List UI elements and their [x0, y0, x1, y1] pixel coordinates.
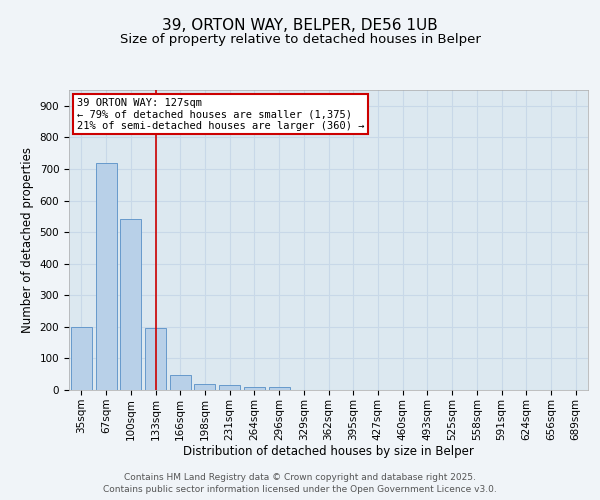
- Text: 39, ORTON WAY, BELPER, DE56 1UB: 39, ORTON WAY, BELPER, DE56 1UB: [162, 18, 438, 32]
- Bar: [244, 387, 265, 390]
- Bar: [170, 375, 191, 390]
- Bar: [194, 384, 215, 390]
- Bar: [145, 328, 166, 390]
- X-axis label: Distribution of detached houses by size in Belper: Distribution of detached houses by size …: [183, 446, 474, 458]
- Text: 39 ORTON WAY: 127sqm
← 79% of detached houses are smaller (1,375)
21% of semi-de: 39 ORTON WAY: 127sqm ← 79% of detached h…: [77, 98, 364, 130]
- Bar: [219, 386, 240, 390]
- Text: Size of property relative to detached houses in Belper: Size of property relative to detached ho…: [119, 32, 481, 46]
- Text: Contains HM Land Registry data © Crown copyright and database right 2025.
Contai: Contains HM Land Registry data © Crown c…: [103, 472, 497, 494]
- Bar: [269, 388, 290, 390]
- Y-axis label: Number of detached properties: Number of detached properties: [21, 147, 34, 333]
- Bar: [95, 162, 116, 390]
- Bar: [71, 327, 92, 390]
- Bar: [120, 220, 141, 390]
